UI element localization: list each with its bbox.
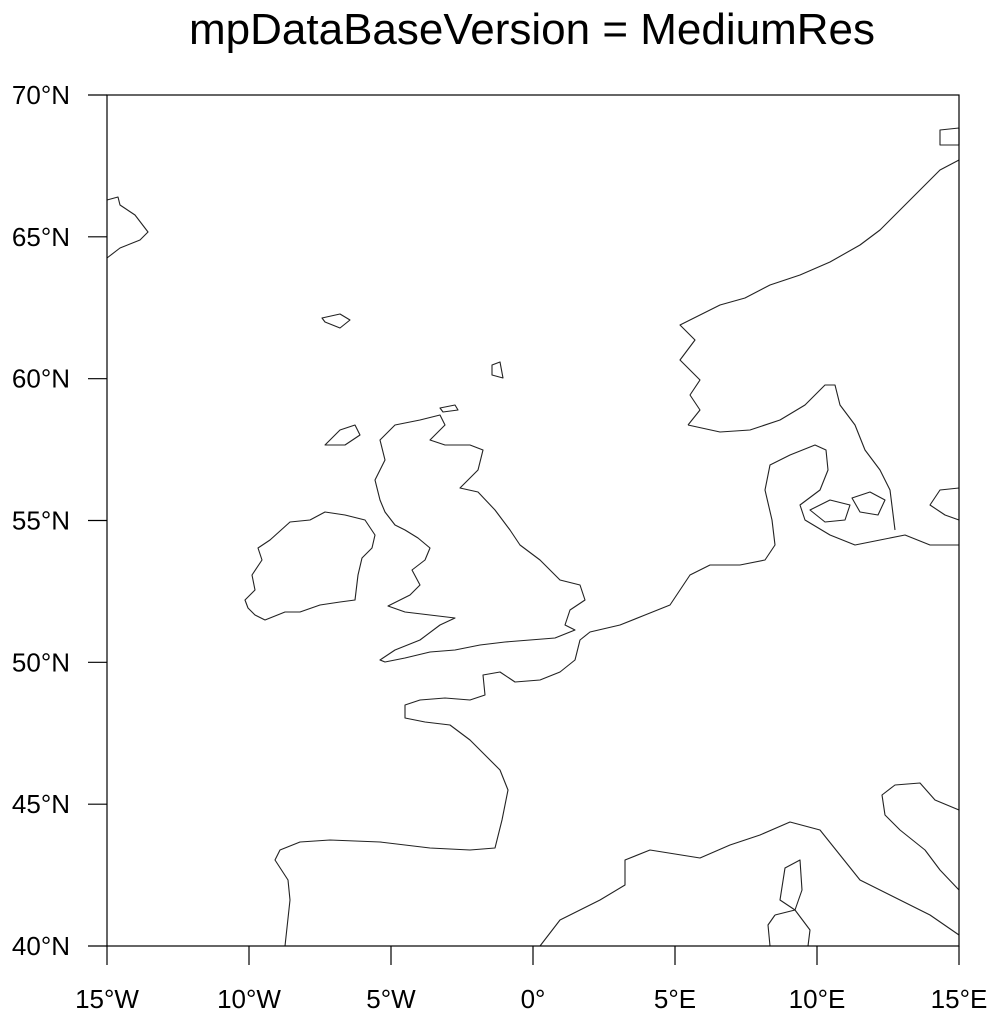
continent-atlantic [274, 444, 959, 947]
x-tick-label: 0° [521, 984, 546, 1014]
y-tick-label: 45°N [12, 789, 70, 819]
sardinia [767, 909, 811, 947]
y-tick-label: 70°N [12, 80, 70, 110]
ireland [244, 511, 376, 621]
adriatic [881, 782, 960, 891]
baltic [929, 487, 960, 521]
faroes [321, 313, 351, 329]
y-tick-label: 55°N [12, 506, 70, 536]
x-tick-label: 10°W [217, 984, 281, 1014]
shetland [491, 361, 504, 379]
mediterranean [539, 821, 960, 947]
sweden [687, 384, 896, 531]
y-tick-label: 50°N [12, 647, 70, 677]
x-tick-label: 5°W [366, 984, 416, 1014]
danish-islands [809, 491, 886, 523]
x-tick-label: 5°E [654, 984, 696, 1014]
y-tick-label: 65°N [12, 222, 70, 252]
norway [679, 159, 960, 426]
orkney [439, 404, 459, 413]
great-britain [374, 414, 586, 663]
x-tick-label: 10°E [789, 984, 846, 1014]
corsica [779, 859, 803, 911]
y-tick-label: 40°N [12, 931, 70, 961]
map-frame [106, 94, 960, 947]
norway-north [939, 127, 960, 146]
x-tick-label: 15°W [75, 984, 139, 1014]
iceland [106, 196, 149, 259]
map-title: mpDataBaseVersion = MediumRes [189, 5, 875, 54]
x-tick-label: 15°E [931, 984, 988, 1014]
hebrides [324, 424, 361, 446]
coastlines [106, 127, 960, 947]
y-tick-label: 60°N [12, 364, 70, 394]
